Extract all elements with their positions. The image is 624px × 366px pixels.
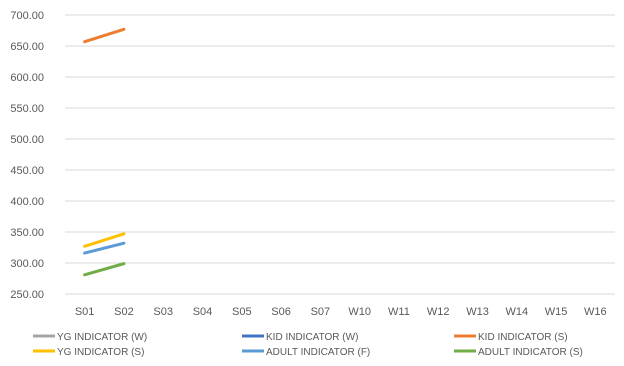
- legend-label: YG INDICATOR (S): [57, 347, 144, 358]
- x-tick-label: W12: [427, 306, 450, 318]
- legend-label: ADULT INDICATOR (F): [266, 347, 370, 358]
- legend-label: ADULT INDICATOR (S): [478, 347, 583, 358]
- x-tick-label: S05: [232, 306, 252, 318]
- y-tick-label: 350.00: [10, 227, 44, 239]
- legend-label: KID INDICATOR (S): [478, 332, 568, 343]
- x-tick-label: W11: [388, 306, 410, 318]
- y-tick-label: 650.00: [10, 41, 44, 53]
- x-tick-label: S01: [75, 306, 95, 318]
- x-tick-label: S04: [193, 306, 213, 318]
- y-tick-label: 400.00: [10, 196, 44, 208]
- series-line: [83, 241, 126, 255]
- x-axis-tick-labels: S01 S02 S03 S04 S05 S06 S07 W10 W11 W12 W13 W14 W15 W…: [75, 306, 607, 318]
- x-tick-label: S06: [271, 306, 291, 318]
- x-tick-label: S02: [114, 306, 134, 318]
- legend-label: KID INDICATOR (W): [266, 332, 358, 343]
- x-tick-label: W13: [466, 306, 489, 318]
- x-tick-label: S03: [153, 306, 173, 318]
- x-tick-label: W16: [584, 306, 607, 318]
- y-tick-label: 450.00: [10, 165, 44, 177]
- legend: YG INDICATOR (W) KID INDICATOR (W) KID IND…: [33, 332, 583, 358]
- legend-label: YG INDICATOR (W): [57, 332, 147, 343]
- series-line: [83, 232, 126, 248]
- y-tick-label: 300.00: [10, 258, 44, 270]
- gridlines: [65, 14, 615, 295]
- y-axis-tick-labels: 250.00 300.00 350.00 400.00 450.00 500.00 550.…: [10, 10, 44, 301]
- y-tick-label: 700.00: [10, 10, 44, 22]
- series-line: [83, 27, 126, 44]
- y-tick-label: 250.00: [10, 289, 44, 301]
- y-tick-label: 500.00: [10, 134, 44, 146]
- y-tick-label: 600.00: [10, 72, 44, 84]
- x-tick-label: S07: [311, 306, 331, 318]
- y-tick-label: 550.00: [10, 103, 44, 115]
- x-tick-label: W10: [348, 306, 371, 318]
- x-tick-label: W15: [545, 306, 568, 318]
- series-line: [83, 262, 126, 277]
- x-tick-label: W14: [505, 306, 528, 318]
- series-lines: [83, 27, 126, 277]
